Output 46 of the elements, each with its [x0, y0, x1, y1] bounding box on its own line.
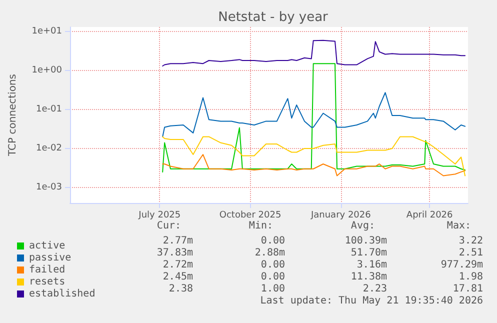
- legend-label: active: [29, 240, 66, 252]
- text: 11.38m: [350, 272, 387, 282]
- text: Max:: [446, 220, 472, 232]
- text: 2.77m: [162, 236, 194, 246]
- text: 1.00: [260, 284, 286, 294]
- text: 1.98: [458, 272, 484, 282]
- text: Min:: [248, 220, 274, 232]
- legend-label: failed: [29, 264, 66, 276]
- line-series: [162, 154, 466, 176]
- line-series: [162, 40, 466, 67]
- text: 3.16m: [356, 260, 388, 270]
- text: 3.22: [458, 236, 484, 246]
- line-series: [162, 136, 466, 176]
- text: 2.51: [458, 248, 484, 258]
- text: 2.23: [362, 284, 388, 294]
- line-series: [162, 63, 466, 172]
- x-tick-label: October 2025: [219, 210, 282, 220]
- y-tick-label: 1e-01: [36, 104, 62, 114]
- line-series: [162, 92, 466, 138]
- x-tick-label: January 2026: [310, 210, 372, 220]
- text: 2.38: [168, 284, 194, 294]
- y-tick-label: 1e-03: [36, 182, 62, 192]
- text: 0.00: [260, 236, 286, 246]
- text: 51.70m: [350, 248, 387, 258]
- y-tick-label: 1e+00: [32, 65, 62, 76]
- y-axis-title: TCP connections: [8, 74, 18, 158]
- text: 17.81: [452, 284, 484, 294]
- text: 2.72m: [162, 260, 194, 270]
- x-tick-label: April 2026: [406, 210, 454, 220]
- legend-label: established: [29, 288, 96, 300]
- chart-title: Netstat - by year: [218, 10, 329, 25]
- legend-label: passive: [29, 252, 72, 264]
- text: 100.39m: [344, 236, 388, 246]
- text: Cur:: [156, 220, 182, 232]
- text: 2.45m: [162, 272, 194, 282]
- text: 0.00: [260, 272, 286, 282]
- text: 37.83m: [156, 248, 193, 258]
- text: 2.88m: [254, 248, 286, 258]
- text: 0.00: [260, 260, 286, 270]
- legend-label: resets: [29, 276, 66, 288]
- x-tick-label: July 2025: [138, 210, 181, 220]
- y-tick-label: 1e-02: [36, 143, 62, 154]
- text: Avg:: [350, 220, 376, 232]
- text: 977.29m: [440, 260, 484, 270]
- y-tick-label: 1e+01: [32, 26, 62, 36]
- text: Last update: Thu May 21 19:35:40 2026: [260, 296, 484, 306]
